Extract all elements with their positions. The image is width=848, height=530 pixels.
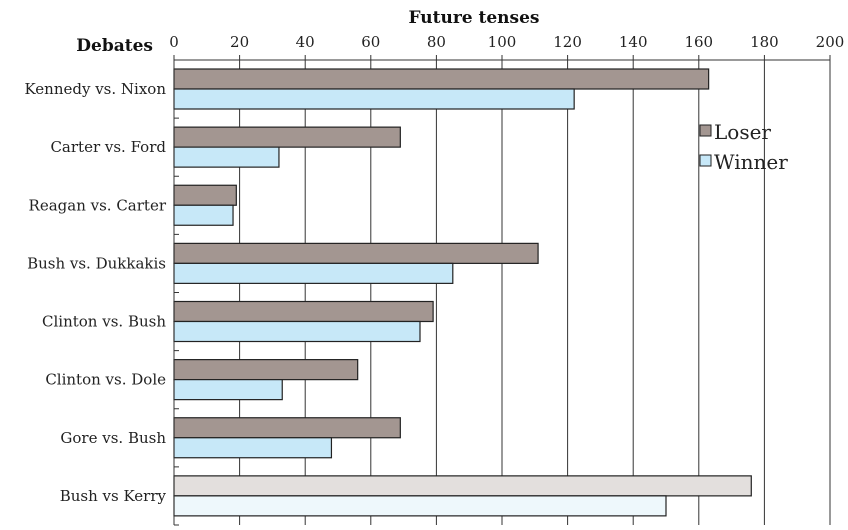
bars: [173, 68, 752, 517]
legend-label-winner: Winner: [714, 150, 788, 174]
bar-loser: [173, 300, 434, 323]
bar-loser: [173, 184, 237, 206]
bar-loser: [173, 126, 401, 148]
legend-swatch-winner: [699, 154, 712, 167]
x-tick-label: 100: [488, 33, 517, 51]
y-axis-title: Debates: [76, 36, 153, 56]
x-tick-label: 20: [230, 33, 249, 51]
bar-loser: [173, 242, 539, 264]
x-tick-label: 40: [296, 33, 315, 51]
category-label: Clinton vs. Bush: [42, 313, 166, 331]
bar-loser: [173, 68, 710, 90]
bar-winner: [173, 146, 280, 168]
x-tick-label: 200: [816, 33, 845, 51]
category-label: Bush vs Kerry: [60, 487, 167, 505]
category-label: Clinton vs. Dole: [45, 371, 166, 389]
category-label: Kennedy vs. Nixon: [24, 80, 166, 98]
category-label: Carter vs. Ford: [50, 138, 166, 156]
bar-winner: [173, 379, 283, 401]
bar-winner: [173, 88, 575, 110]
x-tick-label: 140: [619, 33, 648, 51]
bar-loser: [173, 359, 359, 381]
bar-winner: [173, 204, 234, 226]
bar-winner: [173, 437, 333, 459]
chart-title: Future tenses: [408, 8, 539, 28]
category-label: Reagan vs. Carter: [29, 196, 167, 214]
x-tick-label: 160: [684, 33, 713, 51]
bar-winner: [173, 495, 667, 517]
legend-swatch-loser: [699, 124, 712, 137]
x-tick-label: 0: [169, 33, 179, 51]
axes: 0 20 40 60 80 100 120 140 160 180 200 Kennedy vs. N…: [24, 33, 845, 526]
x-tick-label: 60: [361, 33, 380, 51]
x-tick-label: 80: [427, 33, 446, 51]
bar-loser: [173, 475, 752, 497]
x-tick-label: 120: [553, 33, 582, 51]
bar-winner: [173, 262, 454, 284]
category-label: Gore vs. Bush: [60, 429, 166, 447]
bar-loser: [173, 417, 401, 439]
bar-winner: [173, 320, 421, 343]
legend-label-loser: Loser: [714, 120, 771, 144]
category-label: Bush vs. Dukkakis: [27, 254, 166, 272]
x-tick-label: 180: [750, 33, 779, 51]
legend: Loser Winner: [699, 120, 788, 174]
